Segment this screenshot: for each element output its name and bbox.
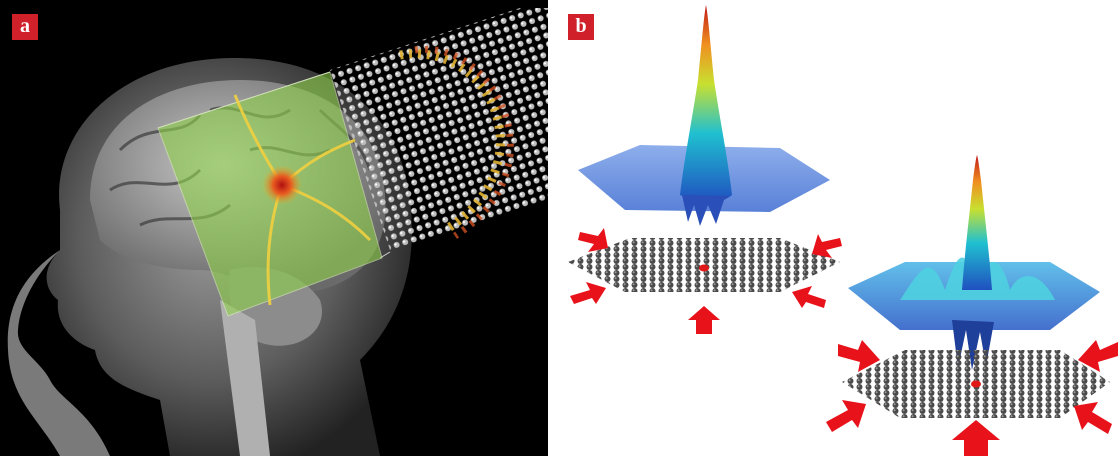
lattice-defect-bottom — [971, 380, 981, 388]
arrow-top-right-upper — [812, 234, 842, 258]
panel-label-b: b — [568, 14, 594, 40]
arrow-bottom-center — [952, 420, 1000, 456]
lattice-defect-top — [699, 264, 709, 272]
surface-illustration — [568, 5, 1118, 456]
arrow-bottom-left-lower — [826, 400, 866, 432]
peak-spike-bottom — [962, 155, 992, 290]
electrode-grid — [330, 8, 548, 250]
arrow-bottom-right-lower — [1074, 402, 1112, 434]
mri-illustration — [7, 8, 548, 456]
arrow-top-left-upper — [578, 228, 608, 252]
arrows-top — [570, 228, 842, 334]
face-profile — [7, 250, 110, 456]
peak-spike-top — [680, 5, 732, 203]
arrow-top-right-lower — [792, 286, 826, 308]
arrow-bottom-right-upper — [1078, 340, 1118, 372]
brainstem — [220, 300, 270, 456]
arrows-bottom — [826, 340, 1118, 456]
arrow-top-left-lower — [570, 282, 606, 304]
panel-a-mri: a — [0, 0, 548, 456]
panel-label-a: a — [12, 14, 38, 40]
trough-top — [682, 195, 730, 226]
arrow-bottom-left-upper — [838, 340, 880, 372]
ripples — [900, 257, 1055, 300]
focus-hotspot — [262, 165, 302, 205]
sensor-arc — [399, 45, 514, 239]
panel-b-surfaces — [548, 0, 1120, 456]
trough-bottom — [952, 320, 994, 370]
arrow-top-bottom — [688, 306, 720, 334]
